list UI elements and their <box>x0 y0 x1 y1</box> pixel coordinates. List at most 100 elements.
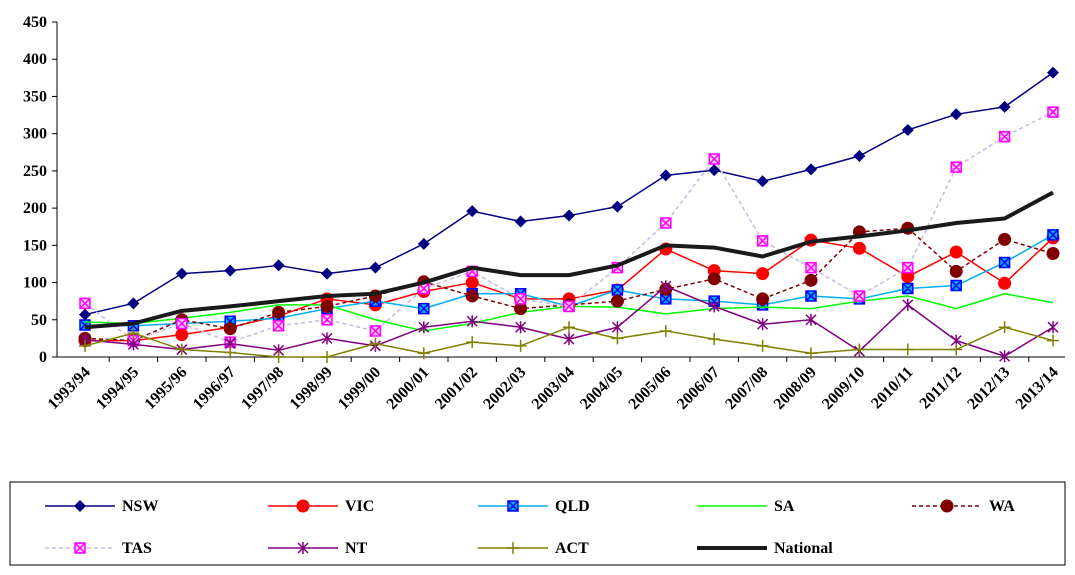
data-point <box>321 267 333 280</box>
data-point <box>369 325 382 337</box>
legend-label: ACT <box>555 540 589 557</box>
x-tick-label: 2004/05 <box>577 364 626 413</box>
data-point <box>707 272 721 286</box>
data-point <box>466 315 478 328</box>
x-tick-label: 2008/09 <box>771 364 820 413</box>
legend-marker <box>74 542 86 554</box>
data-point <box>320 299 334 313</box>
x-tick-label: 1997/98 <box>238 364 287 413</box>
legend-label: VIC <box>345 498 374 515</box>
data-point <box>756 292 770 306</box>
data-point <box>853 343 866 356</box>
x-tick-label: 2009/10 <box>819 364 868 413</box>
y-tick-label: 250 <box>23 163 47 180</box>
data-point <box>998 256 1011 269</box>
legend-marker <box>297 542 309 554</box>
data-point <box>611 332 624 345</box>
data-point <box>902 298 914 311</box>
data-point <box>998 232 1012 246</box>
data-point <box>369 337 382 350</box>
y-tick-label: 350 <box>23 88 47 105</box>
legend-marker <box>940 499 954 513</box>
data-point <box>902 282 914 295</box>
data-point <box>1047 321 1059 334</box>
data-point <box>708 333 721 346</box>
data-point <box>466 336 479 349</box>
data-point <box>563 321 575 334</box>
data-point <box>756 175 769 188</box>
data-point <box>1046 247 1060 261</box>
data-point <box>417 347 430 360</box>
legend-marker <box>74 500 86 512</box>
data-point <box>514 339 527 352</box>
y-tick-label: 300 <box>23 126 47 143</box>
data-point <box>418 302 430 315</box>
data-point <box>708 164 721 177</box>
data-point <box>418 321 430 334</box>
x-tick-label: 1998/99 <box>287 364 336 413</box>
series-line <box>84 190 1054 330</box>
data-point <box>175 267 188 280</box>
legend-marker <box>507 500 519 512</box>
x-tick-label: 2013/14 <box>1013 364 1062 413</box>
y-tick-label: 400 <box>23 51 47 68</box>
data-point <box>272 351 285 363</box>
x-tick-label: 1993/94 <box>45 364 94 413</box>
data-point <box>998 321 1011 334</box>
legend-marker <box>296 499 310 513</box>
y-tick-label: 450 <box>23 14 47 31</box>
data-point <box>998 130 1011 143</box>
legend-label: QLD <box>555 498 590 515</box>
data-point <box>514 302 528 316</box>
data-point <box>950 279 962 292</box>
data-point <box>176 317 188 330</box>
data-point <box>660 217 672 229</box>
data-point <box>998 276 1012 290</box>
x-tick-label: 2011/12 <box>917 364 965 412</box>
data-point <box>79 297 91 310</box>
data-point <box>272 305 286 319</box>
data-point <box>369 261 382 274</box>
data-point <box>515 321 527 334</box>
data-point <box>804 273 818 287</box>
data-point <box>321 314 333 326</box>
data-point <box>272 259 285 272</box>
x-tick-label: 1996/97 <box>190 364 239 413</box>
data-point <box>272 319 285 332</box>
legend-label: SA <box>774 498 795 515</box>
data-point <box>321 332 333 345</box>
data-point <box>223 322 237 336</box>
data-point <box>950 108 963 121</box>
data-point <box>127 327 140 340</box>
data-point <box>853 290 866 302</box>
x-tick-label: 2000/01 <box>384 364 433 413</box>
legend-label: TAS <box>122 540 152 557</box>
data-point <box>659 169 672 182</box>
data-point <box>660 280 672 293</box>
legend-label: WA <box>989 498 1015 515</box>
data-point <box>465 276 479 290</box>
legend-box <box>9 481 1066 566</box>
data-point <box>901 343 914 356</box>
data-point <box>224 264 237 277</box>
data-point <box>1047 66 1059 79</box>
data-point <box>465 289 479 303</box>
data-point <box>175 328 189 342</box>
legend-label: NT <box>345 540 368 557</box>
data-point <box>659 324 672 337</box>
data-point <box>805 313 817 326</box>
data-point <box>950 343 963 356</box>
x-tick-label: 2003/04 <box>529 364 578 413</box>
data-point <box>127 338 139 351</box>
y-tick-label: 0 <box>39 349 47 366</box>
data-point <box>611 321 623 334</box>
legend-marker <box>507 542 519 554</box>
data-point <box>852 241 866 255</box>
data-point <box>127 297 140 310</box>
data-point <box>79 308 91 321</box>
data-point <box>563 333 575 346</box>
data-point <box>563 209 575 222</box>
data-point <box>756 235 769 247</box>
data-point <box>756 339 769 352</box>
data-point <box>1047 229 1059 241</box>
